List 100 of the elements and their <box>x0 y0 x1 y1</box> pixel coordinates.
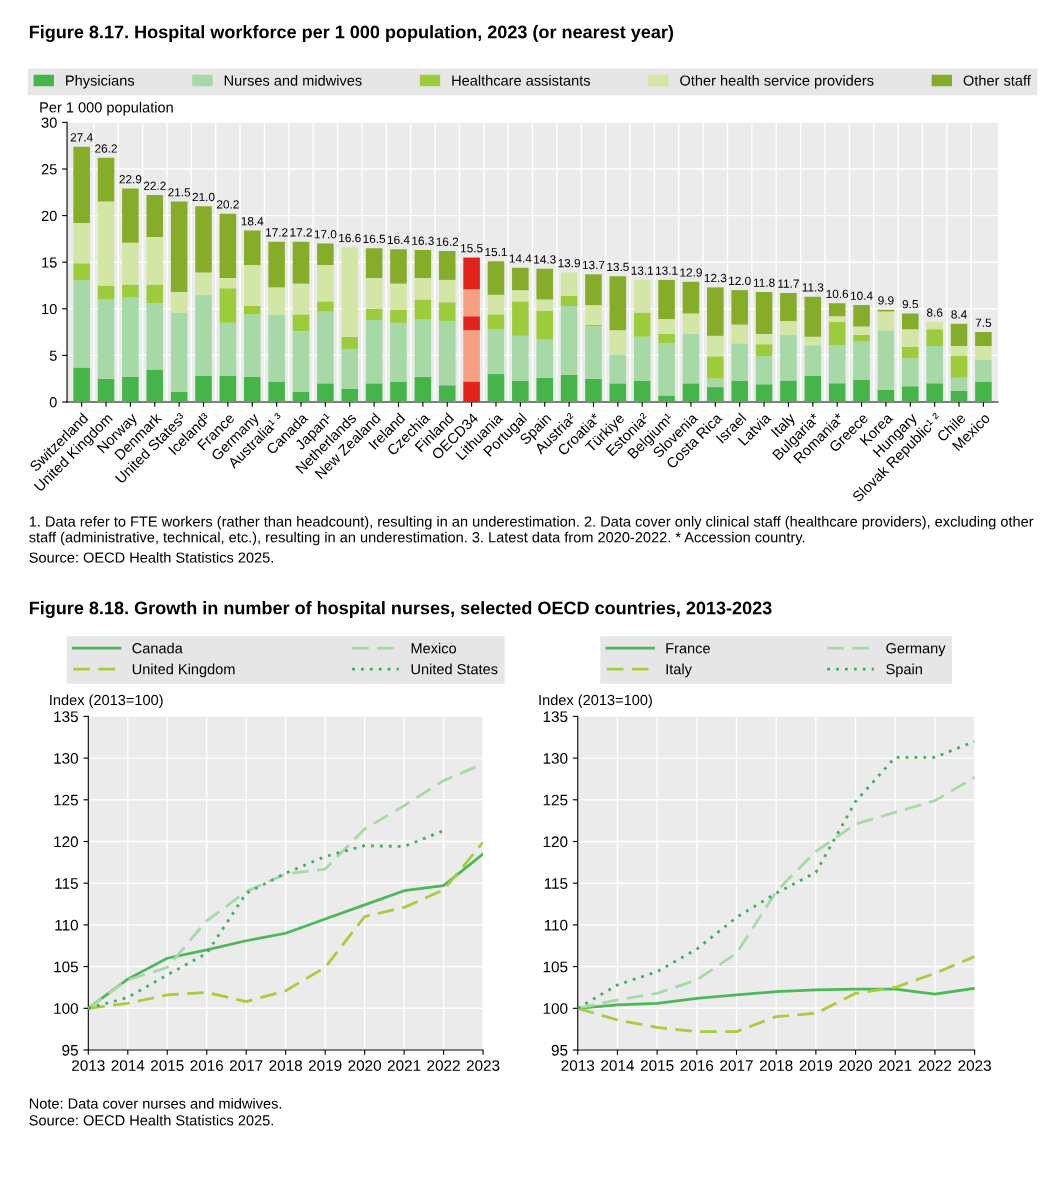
y-tick-label: 115 <box>55 878 78 889</box>
bar <box>219 288 237 323</box>
y-tick-label: 95 <box>62 1044 78 1056</box>
bar <box>195 206 212 273</box>
bar <box>902 386 919 402</box>
bar <box>512 267 529 291</box>
y-tick-label: 15 <box>42 257 57 268</box>
x-tick-label: 2017 <box>720 1060 753 1071</box>
bar <box>633 312 651 337</box>
bar <box>609 330 627 355</box>
x-tick-label: 2021 <box>879 1060 912 1071</box>
x-tick-label: 2020 <box>839 1060 872 1071</box>
bar <box>438 302 456 321</box>
bar <box>463 316 480 331</box>
bar <box>268 287 285 315</box>
bar <box>560 374 578 402</box>
chart-title: Figure 8.18. Growth in number of hospital nurses, selected OECD countries, 2013-2023 <box>29 601 772 618</box>
bar <box>609 383 627 402</box>
legend-label: Healthcare assistants <box>452 75 590 86</box>
bar <box>122 376 139 402</box>
bar <box>414 250 432 279</box>
bar <box>877 330 895 390</box>
bar <box>853 326 870 335</box>
bar <box>707 378 724 388</box>
bar <box>950 377 968 391</box>
bar <box>560 295 578 306</box>
bar <box>487 329 505 375</box>
x-tick-label: 2018 <box>759 1060 793 1071</box>
x-tick-label: 2014 <box>601 1060 634 1071</box>
bar <box>853 379 870 402</box>
y-tick-label: 135 <box>543 711 568 723</box>
bar <box>438 251 456 280</box>
bar <box>828 383 846 402</box>
bar <box>804 296 822 337</box>
bar <box>828 321 846 346</box>
bar <box>317 311 334 384</box>
bar <box>365 278 383 309</box>
line-series <box>577 955 975 1034</box>
bar <box>633 380 651 402</box>
bar <box>341 348 359 389</box>
bar <box>658 395 675 402</box>
source-note: Source: OECD Health Statistics 2025. <box>29 552 273 563</box>
x-tick-label: 2018 <box>269 1060 303 1071</box>
total-label: 27.4 <box>70 133 93 142</box>
bar <box>292 314 310 332</box>
x-tick-label: 2016 <box>680 1060 714 1071</box>
x-tick-label: 2013 <box>561 1060 595 1071</box>
bar <box>292 391 310 402</box>
bar <box>828 303 846 317</box>
bar <box>950 355 968 378</box>
bar <box>487 314 505 330</box>
bar <box>146 303 164 370</box>
total-label: 9.9 <box>878 296 894 305</box>
bar <box>146 195 164 238</box>
bar <box>438 320 456 386</box>
bar <box>926 383 943 402</box>
y-axis-title: Index (2013=100) <box>50 694 163 709</box>
bar <box>146 284 164 304</box>
total-label: 9.5 <box>902 299 919 309</box>
y-axis-title: Per 1 000 population <box>40 101 173 116</box>
bar <box>219 278 237 289</box>
bar <box>438 385 456 402</box>
total-label: 10.4 <box>850 291 873 300</box>
total-label: 17.2 <box>266 228 288 237</box>
bar <box>975 360 992 382</box>
bar <box>755 384 773 402</box>
y-tick-label: 0 <box>49 397 57 408</box>
bar <box>268 381 285 402</box>
bar <box>950 323 968 347</box>
x-tick-label: 2015 <box>151 1060 184 1071</box>
x-tick-label: 2020 <box>348 1060 382 1071</box>
bar <box>585 274 602 306</box>
bar <box>292 331 310 392</box>
bar <box>414 319 432 377</box>
bar <box>146 369 164 402</box>
bar <box>975 346 992 361</box>
total-label: 15.5 <box>461 244 483 253</box>
bar <box>268 241 285 288</box>
bar <box>243 230 261 265</box>
bar <box>853 334 870 342</box>
bar <box>707 287 724 336</box>
bar <box>512 335 529 381</box>
x-tick-label: 2019 <box>799 1060 833 1071</box>
bar <box>463 289 480 317</box>
bar <box>365 319 383 384</box>
bar <box>926 346 943 384</box>
bar <box>877 311 895 331</box>
legend-label: Spain <box>886 663 922 678</box>
total-label: 22.2 <box>143 181 166 190</box>
total-label: 8.6 <box>926 308 943 317</box>
text: 1. Data refer to FTE workers (rather than headcount), resulting in an underestimation. 2. Data cover only clinical staff (healthcare providers), excluding other staff (administrative, technical, etc.), resulting in an underestimation. 3. Latest data from 2020-2022. * Accession country. <box>29 516 1034 546</box>
bar <box>950 390 968 402</box>
total-label: 8.4 <box>951 310 967 319</box>
bar <box>317 301 334 312</box>
bar <box>658 333 675 344</box>
bar <box>755 292 773 334</box>
bar <box>585 378 602 402</box>
bar <box>463 381 480 402</box>
total-label: 10.6 <box>826 289 849 299</box>
legend-label: Other staff <box>963 75 1031 86</box>
